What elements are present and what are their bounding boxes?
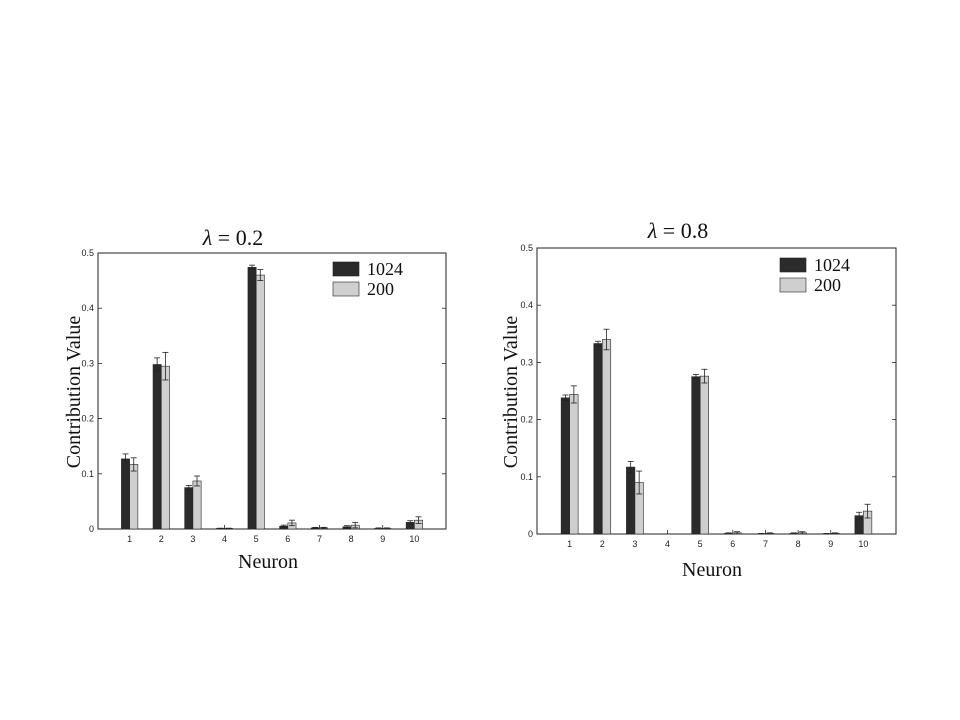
bar xyxy=(255,274,265,530)
bar xyxy=(160,365,170,530)
y-tick-label: 0.5 xyxy=(520,243,533,253)
chart-lambda-0.2: λ = 0.2 Neuron Contribution Value 0 0.1 0.… xyxy=(63,225,447,573)
bar xyxy=(184,487,194,530)
x-tick-label: 3 xyxy=(190,534,195,544)
x-axis-label: Neuron xyxy=(682,559,742,581)
legend-swatch xyxy=(779,277,807,293)
legend-swatch xyxy=(332,281,360,297)
x-tick-label: 5 xyxy=(698,539,703,549)
legend-swatch xyxy=(332,261,360,277)
legend-label: 1024 xyxy=(367,259,403,279)
x-tick-label: 8 xyxy=(349,534,354,544)
y-tick-label: 0 xyxy=(528,529,533,539)
y-tick-label: 0.3 xyxy=(81,358,94,368)
x-tick-label: 4 xyxy=(665,539,670,549)
y-tick-label: 0.5 xyxy=(81,248,94,258)
x-tick-label: 9 xyxy=(380,534,385,544)
x-tick-label: 1 xyxy=(567,539,572,549)
chart-lambda-0.8: λ = 0.8 Neuron Contribution Value 0 0.1 0.… xyxy=(500,218,897,581)
bar xyxy=(699,375,709,535)
bar xyxy=(129,464,139,530)
x-tick-label: 8 xyxy=(796,539,801,549)
bar xyxy=(593,343,603,535)
plot-frame xyxy=(97,252,447,530)
y-tick-label: 0.1 xyxy=(81,469,94,479)
legend-label: 200 xyxy=(814,275,841,295)
bar xyxy=(152,364,162,530)
x-tick-label: 4 xyxy=(222,534,227,544)
x-tick-label: 2 xyxy=(600,539,605,549)
x-tick-label: 7 xyxy=(317,534,322,544)
x-axis-label: Neuron xyxy=(238,551,298,573)
bar xyxy=(626,466,636,535)
x-tick-label: 5 xyxy=(254,534,259,544)
x-tick-label: 2 xyxy=(159,534,164,544)
bar xyxy=(247,267,257,530)
y-tick-label: 0.2 xyxy=(81,414,94,424)
chart-title: λ = 0.8 xyxy=(647,218,708,243)
bar xyxy=(691,376,701,535)
bar xyxy=(560,397,570,535)
bar xyxy=(192,480,202,530)
legend-label: 1024 xyxy=(814,255,850,275)
bar xyxy=(121,458,130,530)
x-tick-label: 10 xyxy=(858,539,868,549)
x-tick-label: 3 xyxy=(632,539,637,549)
y-tick-label: 0.3 xyxy=(520,357,533,367)
legend-label: 200 xyxy=(367,279,394,299)
x-tick-label: 10 xyxy=(409,534,419,544)
y-tick-label: 0.4 xyxy=(520,300,533,310)
x-tick-label: 1 xyxy=(127,534,132,544)
y-tick-label: 0.2 xyxy=(520,415,533,425)
x-tick-label: 6 xyxy=(285,534,290,544)
legend-swatch xyxy=(779,257,807,273)
y-axis-label: Contribution Value xyxy=(63,316,85,469)
y-axis-label: Contribution Value xyxy=(500,316,522,469)
x-tick-label: 9 xyxy=(828,539,833,549)
x-tick-label: 6 xyxy=(730,539,735,549)
plot-frame xyxy=(536,247,897,535)
y-tick-label: 0.4 xyxy=(81,303,94,313)
y-tick-label: 0.1 xyxy=(520,472,533,482)
y-tick-label: 0 xyxy=(89,524,94,534)
bar xyxy=(569,394,579,535)
chart-title: λ = 0.2 xyxy=(202,225,263,250)
bar xyxy=(601,339,612,535)
x-tick-label: 7 xyxy=(763,539,768,549)
